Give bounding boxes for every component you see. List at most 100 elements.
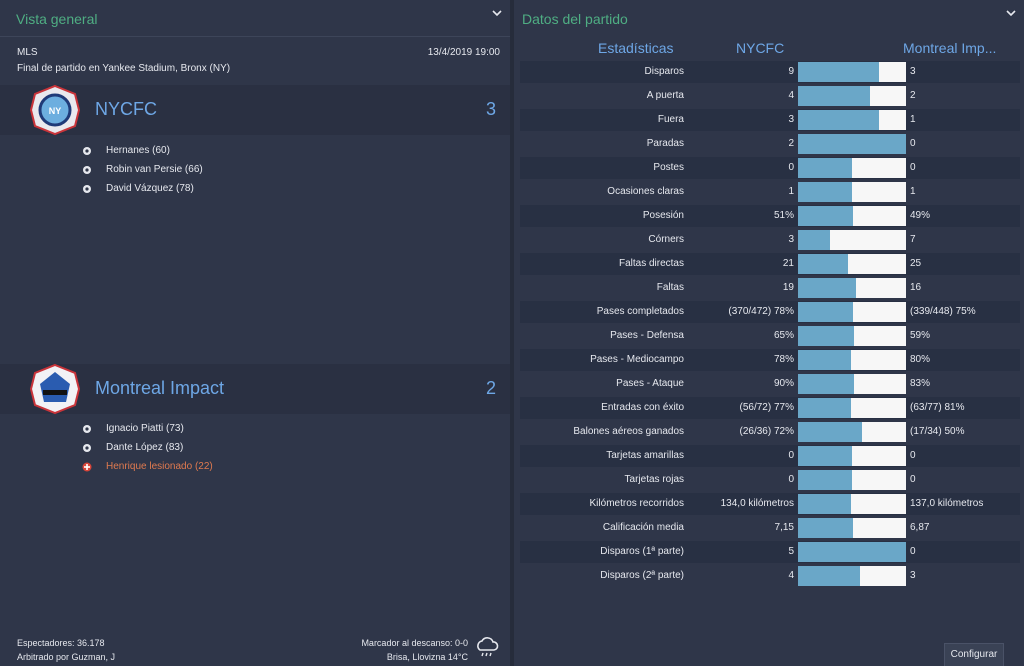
- ball-icon: [83, 165, 91, 174]
- stat-away-value: 0: [910, 162, 916, 173]
- stat-label: Pases - Mediocampo: [590, 354, 684, 365]
- match-stats-panel: Datos del partido Estadísticas NYCFC Mon…: [514, 0, 1024, 666]
- stat-comparison-bar: [798, 230, 906, 250]
- stat-away-value: 16: [910, 282, 922, 293]
- stat-comparison-bar: [798, 542, 906, 562]
- stat-away-value: (17/34) 50%: [910, 426, 965, 437]
- stat-bar-home-fill: [798, 86, 870, 106]
- scorer-text: David Vázquez (78): [106, 183, 194, 194]
- home-team-name[interactable]: NYCFC: [95, 99, 157, 119]
- stat-row: Disparos (2ª parte) 4 3: [520, 565, 1020, 587]
- overview-title: Vista general: [16, 11, 98, 27]
- stat-comparison-bar: [798, 422, 906, 442]
- stat-away-value: (63/77) 81%: [910, 402, 965, 413]
- stat-home-value: 78%: [773, 354, 794, 365]
- injury-text[interactable]: Henrique lesionado (22): [106, 461, 213, 472]
- stat-bar-home-fill: [798, 182, 852, 202]
- away-column-header[interactable]: Montreal Imp...: [903, 40, 997, 56]
- nycfc-crest: NY: [29, 84, 81, 136]
- match-stats-title: Datos del partido: [522, 11, 628, 27]
- stat-label: Faltas directas: [618, 258, 684, 269]
- stat-label: Kilómetros recorridos: [589, 498, 684, 509]
- stat-away-value: 80%: [910, 354, 931, 365]
- stat-comparison-bar: [798, 518, 906, 538]
- scorer-text: Dante López (83): [106, 442, 184, 453]
- match-datetime: 13/4/2019 19:00: [427, 47, 500, 58]
- stat-row: Calificación media 7,15 6,87: [520, 517, 1020, 539]
- stat-label: Entradas con éxito: [601, 402, 684, 413]
- stat-comparison-bar: [798, 62, 906, 82]
- stat-label: Pases - Defensa: [610, 330, 684, 341]
- stat-bar-home-fill: [798, 494, 851, 514]
- stat-away-value: 2: [910, 90, 916, 101]
- stat-away-value: 25: [910, 258, 922, 269]
- stat-away-value: 3: [910, 570, 916, 581]
- stat-row: Posesión 51% 49%: [520, 205, 1020, 227]
- stat-away-value: 0: [910, 474, 916, 485]
- weather-cloud-rain-icon: [477, 637, 499, 657]
- stat-comparison-bar: [798, 470, 906, 490]
- halftime-score-text: Marcador al descanso: 0-0: [361, 638, 468, 648]
- montreal-crest: [29, 363, 81, 415]
- injury-icon: [82, 462, 92, 471]
- stat-label: Tarjetas amarillas: [606, 450, 684, 461]
- stat-home-value: 90%: [773, 378, 794, 389]
- stat-comparison-bar: [798, 374, 906, 394]
- stat-label: Fuera: [657, 114, 684, 125]
- chevron-down-icon[interactable]: [1004, 6, 1018, 20]
- stat-comparison-bar: [798, 182, 906, 202]
- stat-comparison-bar: [798, 302, 906, 322]
- stat-row: Paradas 2 0: [520, 133, 1020, 155]
- ball-icon: [83, 146, 91, 155]
- stats-column-header[interactable]: Estadísticas: [598, 40, 674, 56]
- stat-row: Tarjetas amarillas 0 0: [520, 445, 1020, 467]
- stat-away-value: 0: [910, 546, 916, 557]
- away-team-name[interactable]: Montreal Impact: [95, 378, 225, 398]
- away-team-score: 2: [485, 378, 496, 398]
- stat-home-value: 9: [788, 66, 794, 77]
- stat-label: A puerta: [646, 90, 684, 101]
- scorer-text: Hernanes (60): [106, 145, 170, 156]
- stat-label: Paradas: [646, 138, 684, 149]
- stat-comparison-bar: [798, 206, 906, 226]
- stat-home-value: (26/36) 72%: [739, 426, 794, 437]
- scorer-item: David Vázquez (78): [82, 183, 194, 197]
- stat-home-value: 134,0 kilómetros: [720, 498, 794, 509]
- scorer-text: Robin van Persie (66): [106, 164, 203, 175]
- stat-home-value: 0: [788, 450, 794, 461]
- configure-button[interactable]: Configurar: [944, 643, 1004, 666]
- stat-home-value: 2: [788, 138, 794, 149]
- home-team-row: [0, 85, 510, 135]
- stat-label: Pases - Ataque: [616, 378, 684, 389]
- stat-bar-home-fill: [798, 302, 853, 322]
- stat-comparison-bar: [798, 398, 906, 418]
- stat-comparison-bar: [798, 446, 906, 466]
- stat-away-value: 137,0 kilómetros: [910, 498, 984, 509]
- stat-row: Pases - Mediocampo 78% 80%: [520, 349, 1020, 371]
- stat-label: Disparos (1ª parte): [600, 546, 684, 557]
- stat-label: Disparos (2ª parte): [600, 570, 684, 581]
- stat-away-value: 0: [910, 450, 916, 461]
- stat-home-value: 5: [788, 546, 794, 557]
- stat-bar-home-fill: [798, 446, 852, 466]
- stat-row: Balones aéreos ganados (26/36) 72% (17/34)…: [520, 421, 1020, 443]
- stat-bar-home-fill: [798, 326, 854, 346]
- stat-home-value: 19: [782, 282, 794, 293]
- stat-away-value: 59%: [910, 330, 931, 341]
- overview-header: Vista general: [0, 0, 510, 37]
- stat-bar-home-fill: [798, 374, 854, 394]
- match-venue: Final de partido en Yankee Stadium, Bron…: [17, 63, 231, 74]
- stat-away-value: 1: [910, 114, 916, 125]
- stat-bar-home-fill: [798, 422, 862, 442]
- stat-away-value: 3: [910, 66, 916, 77]
- stat-away-value: 1: [910, 186, 916, 197]
- scorer-item: Ignacio Piatti (73): [82, 423, 184, 437]
- scorer-item: Robin van Persie (66): [82, 164, 203, 178]
- away-team-row: [0, 364, 510, 414]
- chevron-down-icon[interactable]: [490, 6, 504, 20]
- injury-item: Henrique lesionado (22): [82, 461, 213, 475]
- scorer-item: Dante López (83): [82, 442, 183, 456]
- home-column-header[interactable]: NYCFC: [736, 40, 785, 56]
- stat-row: Fuera 3 1: [520, 109, 1020, 131]
- stat-home-value: 21: [782, 258, 794, 269]
